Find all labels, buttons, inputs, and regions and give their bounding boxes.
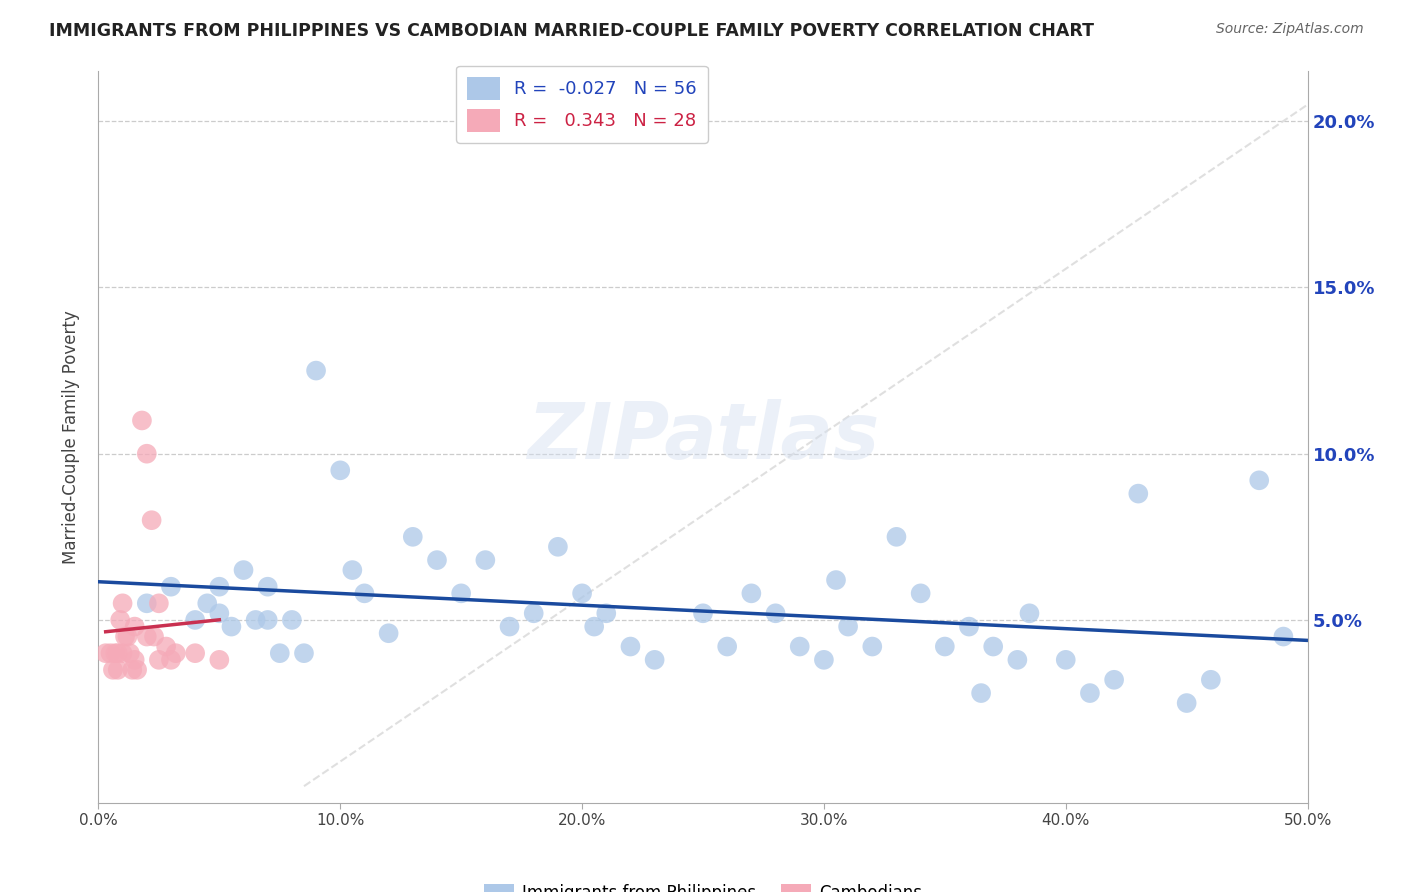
Point: [221, 619, 243, 633]
Point: [208, 607, 231, 621]
Point: [118, 646, 141, 660]
Text: Source: ZipAtlas.com: Source: ZipAtlas.com: [1216, 22, 1364, 37]
Point: [571, 586, 593, 600]
Point: [100, 646, 122, 660]
Point: [195, 596, 218, 610]
Point: [644, 653, 666, 667]
Point: [208, 653, 231, 667]
Point: [547, 540, 569, 554]
Point: [523, 607, 546, 621]
Point: [886, 530, 908, 544]
Point: [107, 663, 129, 677]
Y-axis label: Married-Couple Family Poverty: Married-Couple Family Poverty: [62, 310, 80, 564]
Point: [1199, 673, 1222, 687]
Point: [121, 663, 143, 677]
Point: [143, 630, 166, 644]
Point: [716, 640, 738, 654]
Point: [1128, 486, 1150, 500]
Point: [837, 619, 859, 633]
Point: [1054, 653, 1077, 667]
Point: [1272, 630, 1295, 644]
Point: [148, 653, 170, 667]
Point: [1175, 696, 1198, 710]
Point: [970, 686, 993, 700]
Point: [184, 646, 207, 660]
Text: ZIPatlas: ZIPatlas: [527, 399, 879, 475]
Point: [165, 646, 187, 660]
Point: [127, 663, 149, 677]
Point: [160, 580, 183, 594]
Point: [124, 653, 146, 667]
Point: [498, 619, 520, 633]
Point: [329, 463, 352, 477]
Point: [426, 553, 449, 567]
Point: [353, 586, 375, 600]
Point: [117, 630, 139, 644]
Point: [108, 613, 131, 627]
Point: [160, 653, 183, 667]
Legend: Immigrants from Philippines, Cambodians: Immigrants from Philippines, Cambodians: [477, 877, 929, 892]
Point: [1249, 473, 1271, 487]
Point: [765, 607, 787, 621]
Point: [934, 640, 956, 654]
Point: [184, 613, 207, 627]
Point: [957, 619, 980, 633]
Point: [232, 563, 254, 577]
Point: [377, 626, 399, 640]
Point: [474, 553, 496, 567]
Point: [740, 586, 762, 600]
Point: [155, 640, 177, 654]
Point: [1018, 607, 1040, 621]
Point: [208, 580, 231, 594]
Point: [402, 530, 425, 544]
Point: [583, 619, 606, 633]
Point: [813, 653, 835, 667]
Point: [281, 613, 304, 627]
Point: [450, 586, 472, 600]
Point: [692, 607, 714, 621]
Point: [789, 640, 811, 654]
Point: [135, 630, 157, 644]
Point: [910, 586, 932, 600]
Point: [101, 663, 124, 677]
Point: [825, 573, 848, 587]
Point: [292, 646, 315, 660]
Point: [131, 413, 153, 427]
Point: [269, 646, 291, 660]
Point: [305, 363, 328, 377]
Point: [595, 607, 617, 621]
Point: [342, 563, 364, 577]
Point: [256, 580, 278, 594]
Point: [1078, 686, 1101, 700]
Point: [111, 596, 134, 610]
Point: [135, 447, 157, 461]
Point: [256, 613, 278, 627]
Point: [111, 646, 134, 660]
Point: [104, 646, 127, 660]
Point: [245, 613, 267, 627]
Point: [860, 640, 883, 654]
Point: [141, 513, 163, 527]
Point: [107, 646, 129, 660]
Point: [981, 640, 1004, 654]
Point: [124, 619, 146, 633]
Point: [94, 646, 117, 660]
Point: [1102, 673, 1125, 687]
Text: IMMIGRANTS FROM PHILIPPINES VS CAMBODIAN MARRIED-COUPLE FAMILY POVERTY CORRELATI: IMMIGRANTS FROM PHILIPPINES VS CAMBODIAN…: [49, 22, 1094, 40]
Point: [1007, 653, 1029, 667]
Point: [135, 596, 157, 610]
Point: [114, 630, 136, 644]
Point: [148, 596, 170, 610]
Point: [619, 640, 641, 654]
